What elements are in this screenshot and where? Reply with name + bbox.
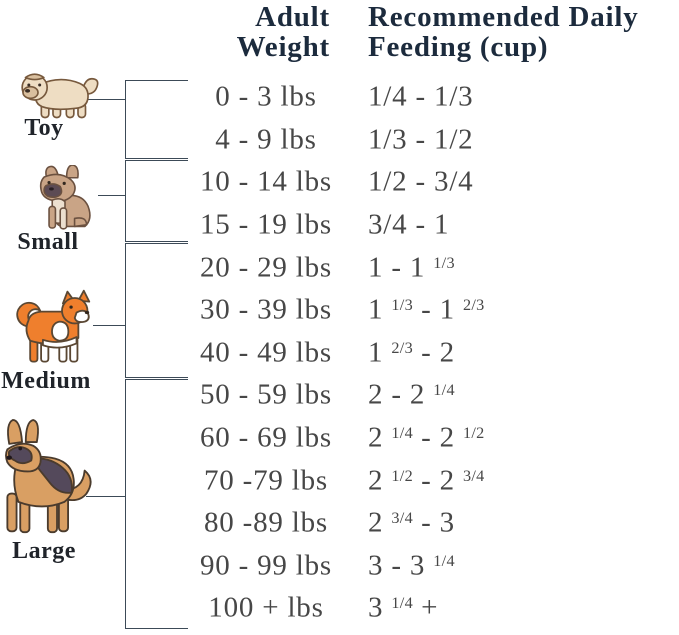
table-row: 70 -79 lbs 2 1/2 - 2 3/4: [0, 459, 679, 502]
shiba-inu-icon: [16, 289, 91, 363]
bracket-medium: [125, 243, 188, 378]
table-row: 60 - 69 lbs 2 1/4 - 2 1/2: [0, 417, 679, 460]
table-row: 0 - 3 lbs 1/4 - 1/3: [0, 76, 679, 119]
table-row: 100 + lbs 3 1/4 +: [0, 587, 679, 630]
table-row: 40 - 49 lbs 1 2/3 - 2: [0, 332, 679, 375]
weight-value: 15 - 19 lbs: [199, 208, 333, 241]
weight-value: 60 - 69 lbs: [199, 421, 333, 454]
weight-value: 20 - 29 lbs: [199, 251, 333, 284]
feeding-value: 1 2/3 - 2: [368, 336, 455, 369]
weight-value: 40 - 49 lbs: [199, 336, 333, 369]
group-label-toy: Toy: [24, 115, 64, 141]
shih-tzu-icon: [21, 73, 99, 119]
feeding-value: 1 1/3 - 1 2/3: [368, 293, 485, 326]
feeding-value: 2 1/4 - 2 1/2: [368, 421, 485, 454]
german-shepherd-icon: [5, 419, 92, 534]
feeding-value: 1/2 - 3/4: [368, 165, 474, 198]
bracket-large: [125, 379, 188, 629]
weight-column-header: Adult Weight: [150, 2, 330, 62]
weight-value: 80 -89 lbs: [204, 506, 328, 539]
feeding-value: 2 1/2 - 2 3/4: [368, 464, 485, 497]
weight-value: 100 + lbs: [208, 591, 324, 624]
group-label-large: Large: [12, 538, 76, 564]
group-label-medium: Medium: [1, 368, 91, 394]
table-row: 15 - 19 lbs 3/4 - 1: [0, 204, 679, 247]
feeding-column-header: Recommended Daily Feeding (cup): [368, 2, 639, 62]
group-label-small: Small: [17, 229, 79, 255]
weight-value: 0 - 3 lbs: [215, 80, 317, 113]
french-bulldog-icon: [39, 165, 91, 230]
feeding-value: 2 - 2 1/4: [368, 378, 455, 411]
feeding-value: 3/4 - 1: [368, 208, 450, 241]
feeding-value: 3 1/4 +: [368, 591, 439, 624]
feeding-header-line2: Feeding (cup): [368, 31, 549, 63]
feeding-value: 3 - 3 1/4: [368, 549, 455, 582]
weight-value: 90 - 99 lbs: [199, 549, 333, 582]
table-row: 90 - 99 lbs 3 - 3 1/4: [0, 545, 679, 588]
feeding-header-line1: Recommended Daily: [368, 1, 639, 33]
weight-header-line1: Adult: [255, 1, 330, 33]
feeding-table: 0 - 3 lbs 1/4 - 1/3 4 - 9 lbs 1/3 - 1/2 …: [0, 76, 679, 630]
feeding-value: 1 - 1 1/3: [368, 251, 455, 284]
connector-small: [98, 195, 125, 196]
weight-value: 10 - 14 lbs: [199, 165, 333, 198]
feeding-value: 2 3/4 - 3: [368, 506, 455, 539]
weight-value: 30 - 39 lbs: [199, 293, 333, 326]
feeding-value: 1/4 - 1/3: [368, 80, 474, 113]
weight-value: 50 - 59 lbs: [199, 378, 333, 411]
bracket-toy: [125, 80, 188, 159]
table-row: 20 - 29 lbs 1 - 1 1/3: [0, 246, 679, 289]
table-row: 4 - 9 lbs 1/3 - 1/2: [0, 119, 679, 162]
weight-value: 4 - 9 lbs: [215, 123, 317, 156]
feeding-value: 1/3 - 1/2: [368, 123, 474, 156]
connector-toy: [70, 99, 125, 100]
table-row: 30 - 39 lbs 1 1/3 - 1 2/3: [0, 289, 679, 332]
table-row: 80 -89 lbs 2 3/4 - 3: [0, 502, 679, 545]
weight-header-line2: Weight: [236, 31, 330, 63]
bracket-small: [125, 160, 188, 242]
connector-large: [86, 496, 125, 497]
table-row: 50 - 59 lbs 2 - 2 1/4: [0, 374, 679, 417]
table-row: 10 - 14 lbs 1/2 - 3/4: [0, 161, 679, 204]
weight-value: 70 -79 lbs: [204, 464, 328, 497]
connector-medium: [93, 325, 125, 326]
